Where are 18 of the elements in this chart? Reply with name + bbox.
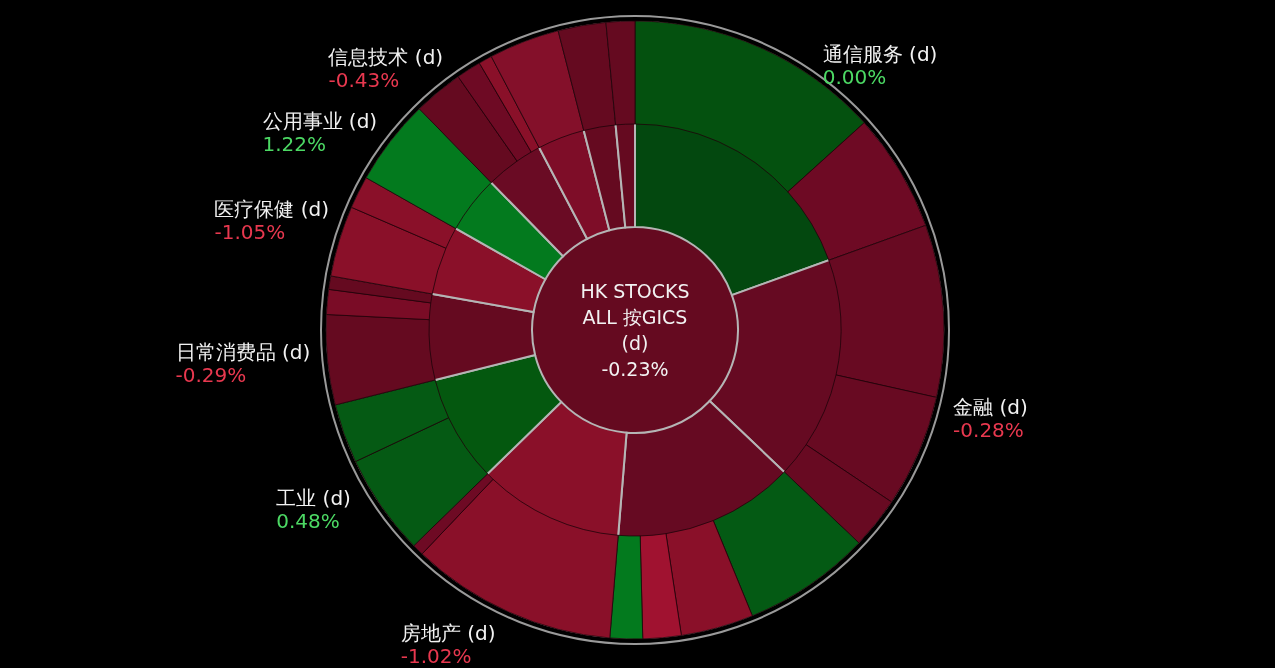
slice-label: 日常消费品 (d) xyxy=(175,340,311,365)
text: -0.28% xyxy=(953,418,1024,443)
slice-label: 房地产 (d) xyxy=(400,621,496,646)
slice-label: 信息技术 (d) xyxy=(328,44,444,69)
text: 0.48% xyxy=(276,509,340,534)
text: -0.43% xyxy=(328,67,400,92)
text: -1.05% xyxy=(214,219,286,244)
text: 1.22% xyxy=(262,131,327,156)
text: 0.00% xyxy=(822,64,887,89)
slice-label: 通信服务 (d) xyxy=(822,41,938,66)
text: -1.02% xyxy=(400,644,472,668)
text: -0.23% xyxy=(600,357,670,382)
slice-label: 医疗保健 (d) xyxy=(214,196,330,221)
text: -0.29% xyxy=(175,363,247,388)
text: HK STOCKS ALL 按GICS (d) xyxy=(579,279,691,356)
slice-label: 公用事业 (d) xyxy=(262,108,378,133)
slice-label: 工业 (d) xyxy=(276,486,351,511)
slice-label: 金融 (d) xyxy=(953,395,1028,420)
